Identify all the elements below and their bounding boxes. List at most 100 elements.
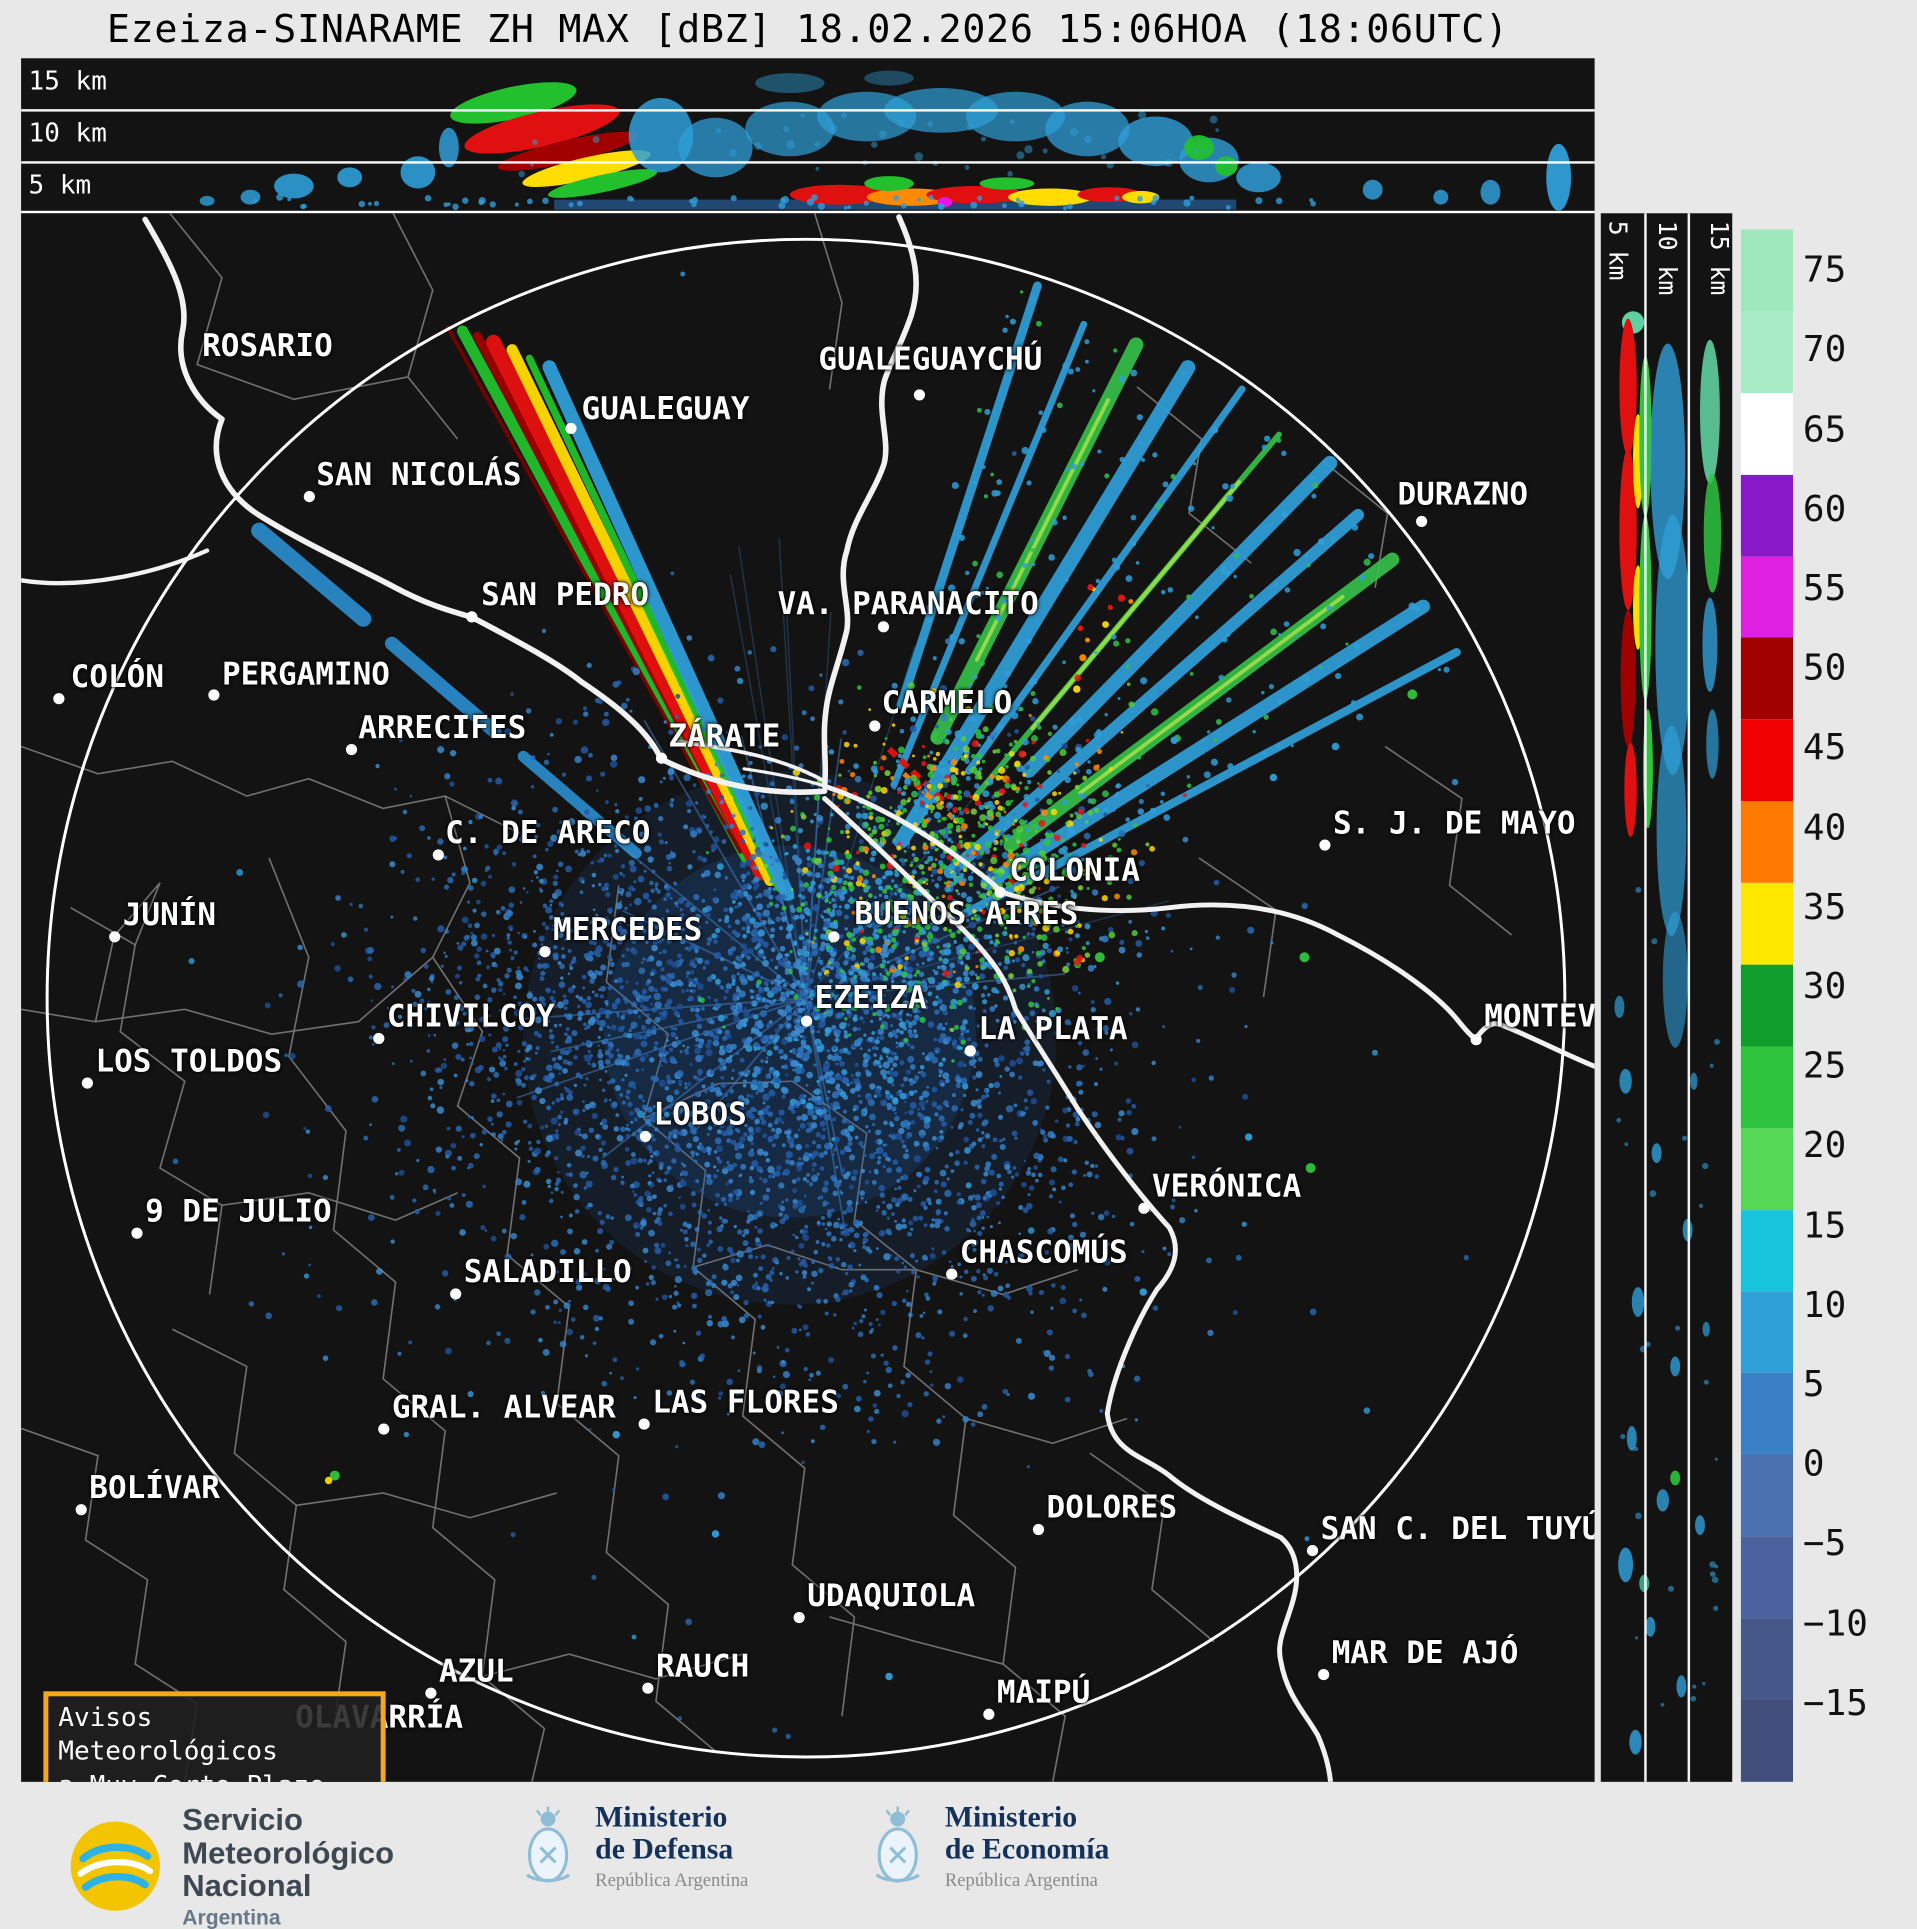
city-label: C. DE ARECO: [445, 815, 650, 851]
city-dot: [1318, 1669, 1329, 1680]
city-dot: [425, 1688, 436, 1699]
colorbar-segment: [1741, 965, 1793, 1047]
city-dot: [82, 1078, 93, 1089]
city-label: COLÓN: [71, 658, 164, 694]
colorbar-segment: [1741, 1292, 1793, 1374]
colorbar-segment: [1741, 720, 1793, 802]
city-label: CHASCOMÚS: [960, 1234, 1128, 1270]
colorbar-segment: [1741, 229, 1793, 311]
colorbar-tick-label: 55: [1803, 567, 1846, 609]
city-dot: [373, 1033, 384, 1044]
city-label: VA. PARANACITO: [777, 585, 1038, 621]
colorbar-segment: [1741, 556, 1793, 638]
economia-country-label: República Argentina: [945, 1871, 1110, 1891]
city-label: GUALEGUAY: [582, 391, 750, 427]
colorbar-tick-label: 65: [1803, 407, 1846, 449]
colorbar-segment: [1741, 1128, 1793, 1210]
colorbar-tick-label: 70: [1803, 328, 1846, 370]
colorbar-tick-label: 30: [1803, 965, 1846, 1007]
city-label: DOLORES: [1047, 1489, 1178, 1525]
colorbar-segment: [1741, 1618, 1793, 1700]
city-dot: [539, 946, 550, 957]
smn-country-label: Argentina: [182, 1906, 394, 1928]
colorbar-tick-label: 35: [1803, 885, 1846, 927]
city-label: SAN PEDRO: [481, 577, 649, 613]
city-dot: [914, 389, 925, 400]
top-cross-section-echoes: [21, 58, 1595, 211]
city-label: LAS FLORES: [652, 1384, 839, 1420]
city-dot: [801, 1016, 812, 1027]
colorbar-tick-label: 0: [1803, 1442, 1825, 1484]
city-label: ROSARIO: [202, 327, 333, 363]
city-label: MAR DE AJÓ: [1332, 1634, 1519, 1670]
argentina-coat-of-arms-icon: [518, 1806, 578, 1888]
colorbar-tick-label: 60: [1803, 487, 1846, 529]
colorbar-tick-label: 25: [1803, 1044, 1846, 1086]
defensa-name-line1: Ministerio: [595, 1802, 748, 1835]
city-label: PERGAMINO: [222, 656, 390, 692]
city-label: ZÁRATE: [668, 718, 780, 754]
city-label: JUNÍN: [123, 896, 216, 932]
altitude-label-15km: 15 km: [29, 68, 107, 94]
smn-name-line3: Nacional: [182, 1870, 394, 1903]
colorbar-segment: [1741, 1700, 1793, 1782]
city-dot: [656, 753, 667, 764]
city-dot: [1138, 1203, 1149, 1214]
city-dot: [304, 491, 315, 502]
footer: Servicio Meteorológico Nacional Argentin…: [0, 1792, 1917, 1910]
city-label: 9 DE JULIO: [145, 1193, 332, 1229]
city-dot: [878, 621, 889, 632]
reflectivity-colorbar: [1741, 229, 1793, 1781]
city-dot: [965, 1045, 976, 1056]
city-label: UDAQUIOLA: [807, 1577, 975, 1613]
city-dot: [346, 744, 357, 755]
page-title: Ezeiza-SINARAME ZH MAX [dBZ] 18.02.2026 …: [21, 7, 1595, 52]
city-label: GUALEGUAYCHÚ: [818, 341, 1042, 377]
warning-line-2: a Muy Corto Plazo: [58, 1770, 325, 1782]
short-term-warnings-box: Avisos Meteorológicos a Muy Corto Plazo: [43, 1691, 385, 1782]
radar-map-panel: ROSARIO GUALEGUAYCHÚ GUALEGUAY SAN NICOLÁS D…: [21, 213, 1595, 1782]
smn-logo-icon: [68, 1819, 162, 1913]
city-dot: [869, 720, 880, 731]
city-label: BUENOS AIRES: [854, 895, 1078, 931]
colorbar-segment: [1741, 883, 1793, 965]
city-dot: [983, 1709, 994, 1720]
city-dot: [1307, 1545, 1318, 1556]
ministry-defensa-logo-group: Ministerio de Defensa República Argentin…: [518, 1802, 748, 1892]
colorbar-segment: [1741, 638, 1793, 720]
colorbar-tick-label: 5: [1803, 1363, 1825, 1405]
colorbar-tick-label: 15: [1803, 1203, 1846, 1245]
city-label: LA PLATA: [978, 1011, 1127, 1047]
colorbar-tick-label: −15: [1803, 1681, 1868, 1723]
colorbar-segment: [1741, 1537, 1793, 1619]
city-dot: [640, 1131, 651, 1142]
city-label: VERÓNICA: [1152, 1168, 1301, 1204]
city-dot: [378, 1423, 389, 1434]
right-cross-section-echoes: [1601, 213, 1732, 1782]
city-label: MONTEVIDEO: [1484, 998, 1594, 1034]
city-label: SALADILLO: [464, 1254, 632, 1290]
colorbar-segment: [1741, 393, 1793, 475]
city-label: CHIVILCOY: [387, 998, 555, 1034]
city-dot: [1416, 516, 1427, 527]
right-cross-section-panel: 5 km 10 km 15 km: [1601, 213, 1732, 1782]
city-label: SAN C. DEL TUYÚ: [1321, 1510, 1595, 1546]
city-dot: [565, 423, 576, 434]
city-dot: [466, 611, 477, 622]
city-dot: [433, 849, 444, 860]
city-dot: [450, 1288, 461, 1299]
colorbar-tick-label: −10: [1803, 1602, 1868, 1644]
city-label: SAN NICOLÁS: [316, 456, 521, 492]
city-dot: [1033, 1524, 1044, 1535]
altitude-gridline-v-5km: [1644, 213, 1646, 1782]
altitude-label-10km: 10 km: [29, 120, 107, 146]
city-dot: [642, 1683, 653, 1694]
city-label: ARRECIFES: [358, 709, 526, 745]
city-label: CARMELO: [882, 684, 1013, 720]
city-dot: [1471, 1034, 1482, 1045]
city-label: AZUL: [439, 1653, 514, 1689]
smn-logo-group: Servicio Meteorológico Nacional Argentin…: [68, 1804, 394, 1929]
city-label: MERCEDES: [553, 911, 702, 947]
altitude-label-v-5km: 5 km: [1603, 221, 1633, 281]
warning-line-1: Avisos Meteorológicos: [58, 1701, 370, 1769]
